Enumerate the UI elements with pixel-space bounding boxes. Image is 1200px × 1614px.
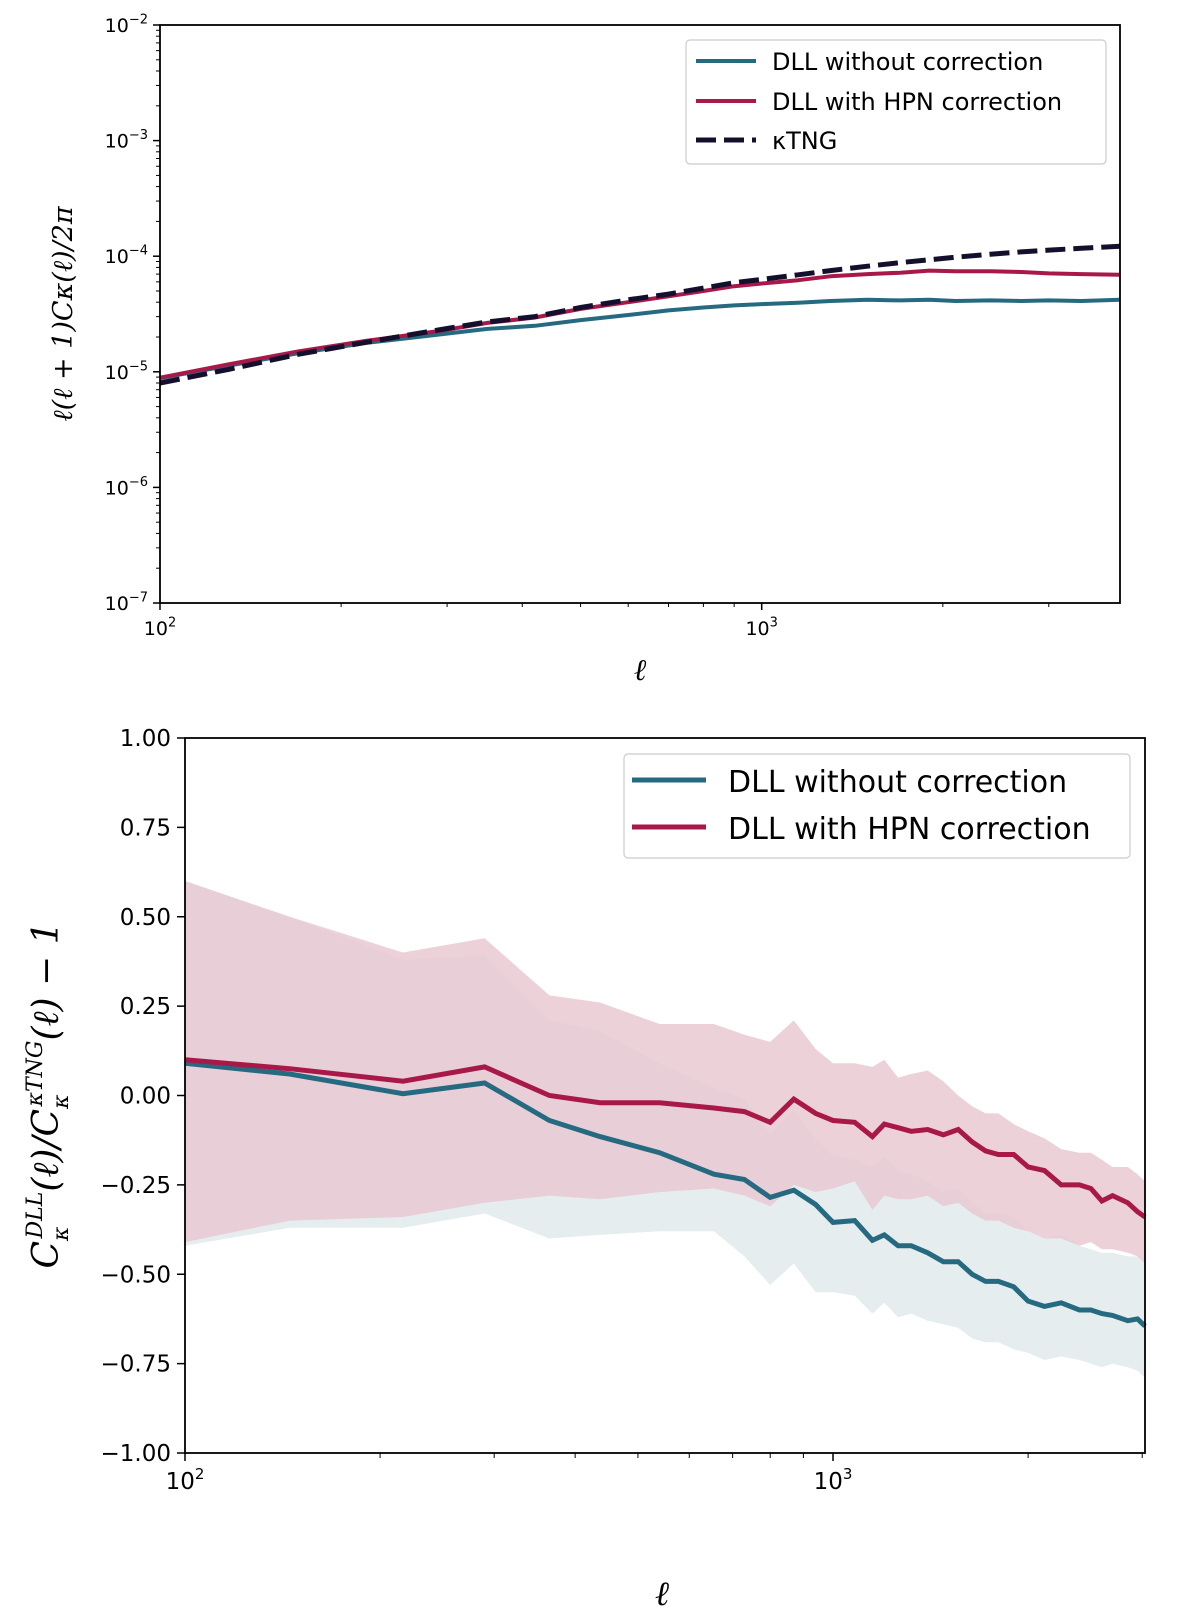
- top-x-tick-label-exp: 2: [168, 615, 176, 630]
- bottom-y-tick-label: −1.00: [101, 1441, 171, 1467]
- top-y-tick-label-base: 10: [105, 362, 129, 384]
- top-y-tick-label-exp: −4: [129, 244, 148, 259]
- top-plot-area: [159, 243, 1121, 386]
- bottom-legend-box: [623, 753, 1131, 859]
- top-y-tick-label: 10−4: [105, 244, 148, 269]
- bottom-y-tick-label: 0.50: [120, 905, 171, 931]
- ylabel-end: (ℓ) − 1: [26, 921, 67, 1040]
- top-y-tick-label-exp: −3: [129, 128, 148, 143]
- top-y-tick-label: 10−5: [105, 359, 148, 384]
- top-series-tng: [159, 243, 1121, 386]
- top-legend: DLL without correction DLL with HPN corr…: [685, 39, 1107, 165]
- bottom-legend: DLL without correction DLL with HPN corr…: [623, 753, 1131, 859]
- legend-label-without-correction: DLL without correction: [772, 48, 1043, 76]
- bottom-y-tick-label: −0.25: [101, 1173, 171, 1199]
- top-y-axis-label: ℓ(ℓ + 1)Cκ(ℓ)/2π: [48, 205, 79, 421]
- legend-label-without-correction: DLL without correction: [728, 765, 1067, 800]
- top-y-tick-label-exp: −6: [129, 475, 148, 490]
- legend-label-with-hpn-correction: DLL with HPN correction: [772, 88, 1062, 116]
- top-axes-frame: [159, 24, 1121, 604]
- bottom-panel-relative-difference: 1.00 0.75 0.50 0.25 0.00 −0.25 −0.50 −0.75 −1.00…: [23, 726, 1147, 1614]
- top-y-tick-label: 10−7: [105, 590, 148, 615]
- bottom-x-tick-label: 102: [166, 1465, 205, 1495]
- bottom-y-tick-label: −0.75: [101, 1352, 171, 1378]
- legend-label-ktng: κTNG: [772, 127, 837, 155]
- ylabel-c1: C: [26, 1241, 67, 1269]
- bottom-x-axis-label: ℓ: [655, 1574, 669, 1614]
- top-y-tick-label-base: 10: [105, 246, 129, 268]
- bottom-y-tick-label: 0.75: [120, 815, 171, 841]
- top-y-tick-label-base: 10: [105, 477, 129, 499]
- bottom-x-tick-label-base: 10: [166, 1469, 195, 1495]
- legend-label-with-hpn-correction: DLL with HPN correction: [728, 812, 1091, 847]
- bottom-series-dll-with-hpn-correction: [184, 1057, 1147, 1220]
- top-x-tick-label: 102: [144, 615, 176, 640]
- top-y-tick-label-exp: −7: [129, 590, 148, 605]
- bottom-x-tick-label: 103: [814, 1465, 853, 1495]
- top-x-tick-label: 103: [745, 615, 777, 640]
- bottom-y-tick-label: 0.00: [120, 1084, 171, 1110]
- top-y-tick-label-exp: −2: [129, 12, 148, 27]
- top-x-tick-label-base: 10: [144, 618, 168, 640]
- top-series-dll-with-hpn-correction: [159, 268, 1121, 380]
- top-legend-box: [685, 39, 1107, 165]
- bottom-y-tick-label: 1.00: [120, 726, 171, 752]
- top-y-tick-label: 10−6: [105, 475, 148, 500]
- ylabel-sup2: κTNG: [23, 1041, 48, 1108]
- bottom-axis-ticks: 1.00 0.75 0.50 0.25 0.00 −0.25 −0.50 −0.75 −1.00…: [101, 726, 1143, 1495]
- bottom-y-tick-label: −0.50: [101, 1262, 171, 1288]
- top-y-tick-label-base: 10: [105, 593, 129, 615]
- top-x-tick-label-base: 10: [745, 618, 769, 640]
- ylabel-sup1: DLL: [23, 1192, 48, 1240]
- bottom-series-dll-without-correction: [184, 1060, 1147, 1328]
- ylabel-mid: (ℓ)/C: [26, 1109, 67, 1192]
- bottom-x-tick-label-exp: 3: [843, 1465, 853, 1483]
- bottom-band-dll-with-hpn-correction: [185, 881, 1145, 1264]
- bottom-x-tick-label-exp: 2: [195, 1465, 205, 1483]
- top-y-tick-label: 10−2: [105, 12, 148, 37]
- top-y-tick-label-base: 10: [105, 15, 129, 37]
- top-x-tick-label-exp: 3: [770, 615, 778, 630]
- ylabel-sub2: κ: [49, 1094, 74, 1110]
- top-y-tick-label-exp: −5: [129, 359, 148, 374]
- bottom-y-tick-label: 0.25: [120, 994, 171, 1020]
- top-series-dll-without-correction: [159, 297, 1121, 381]
- bottom-y-axis-label-text: CκDLL(ℓ)/CκκTNG(ℓ) − 1: [23, 921, 74, 1268]
- bottom-y-axis-label: CκDLL(ℓ)/CκκTNG(ℓ) − 1: [23, 921, 74, 1268]
- top-y-tick-label-base: 10: [105, 131, 129, 153]
- top-x-axis-label: ℓ: [634, 653, 647, 688]
- ylabel-sub1: κ: [49, 1226, 74, 1242]
- top-y-tick-label: 10−3: [105, 128, 148, 153]
- bottom-x-tick-label-base: 10: [814, 1469, 843, 1495]
- bottom-plot-area: [184, 881, 1147, 1378]
